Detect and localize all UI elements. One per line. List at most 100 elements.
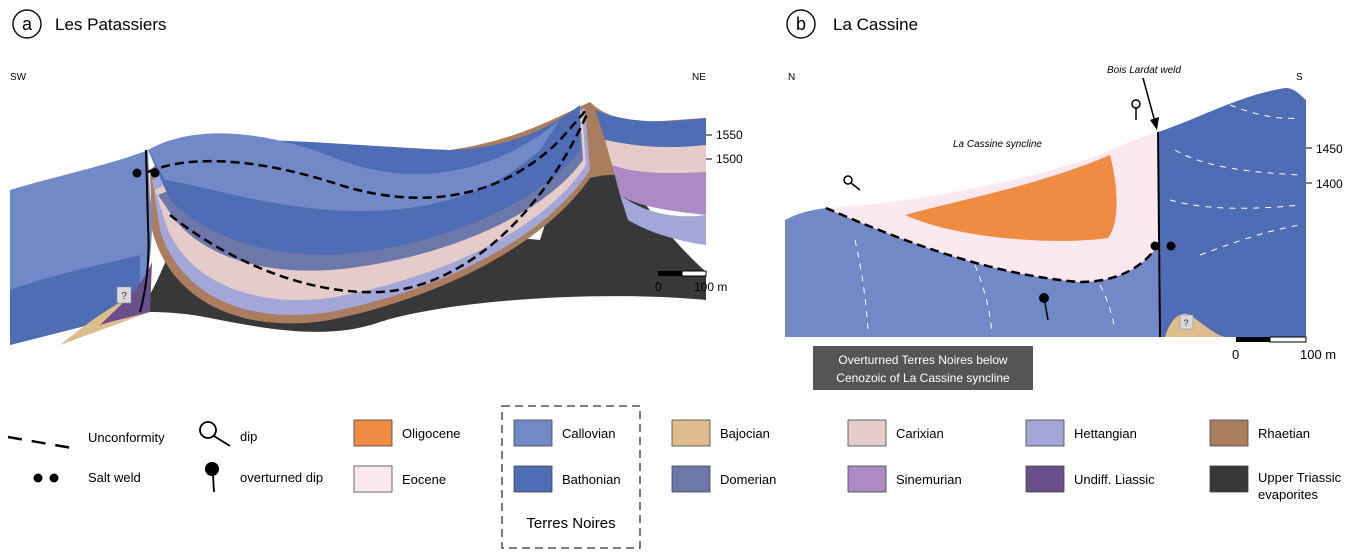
legend-item-rhaetian: Rhaetian — [1209, 419, 1310, 447]
panel-b-dir-right: S — [1296, 72, 1303, 83]
bois-lardat-weld-line — [1157, 131, 1161, 338]
panel-b-letter: b — [796, 14, 806, 34]
salt-weld-dot — [1166, 241, 1176, 251]
salt-weld-dot — [49, 473, 59, 483]
bedding-traces — [854, 104, 1301, 336]
callout-box — [813, 346, 1033, 390]
bathonian-sw-block — [10, 255, 140, 345]
panel-b-scale-zero: 0 — [1232, 347, 1239, 362]
panel-a: a Les Patassiers SW NE ? 1550 — [10, 9, 743, 345]
swatch — [671, 465, 711, 493]
dip-icon — [199, 421, 231, 447]
legend-label: evaporites — [1258, 487, 1318, 502]
legend-dip: dip — [240, 429, 257, 444]
unconformity-line-a — [147, 107, 589, 199]
weld-arrow-shaft — [1142, 77, 1156, 123]
unconformity-line-a-lower — [169, 111, 590, 294]
weld-label: Bois Lardat weld — [1107, 65, 1181, 76]
overturned-dip-icon — [205, 462, 219, 493]
panel-a-question: ? — [121, 291, 127, 302]
legend-item-undiff-liassic: Undiff. Liassic — [1025, 465, 1155, 493]
question-box-a — [116, 286, 132, 304]
salt-weld-line-a — [139, 149, 150, 313]
callovian-body-b — [785, 208, 1160, 337]
panel-a-letter: a — [22, 14, 33, 34]
legend-item-hettangian: Hettangian — [1025, 419, 1137, 447]
syncline-label: La Cassine syncline — [953, 139, 1042, 150]
bathonian-ne — [595, 110, 706, 148]
panel-a-scale-len: 100 m — [694, 280, 727, 294]
panel-a-badge — [12, 9, 42, 39]
unconformity-line-b — [825, 206, 1160, 284]
salt-weld-dot — [150, 168, 160, 178]
swatch — [513, 465, 553, 493]
sinemurian-ne — [612, 165, 706, 215]
bathonian-body-b — [1158, 88, 1306, 337]
panel-a-dir-left: SW — [10, 72, 27, 83]
legend-unconformity: Unconformity — [88, 430, 165, 445]
scale-bar-black — [658, 271, 682, 276]
legend: Unconformity Salt weld dip overturned di… — [7, 405, 1342, 549]
undiff-liassic-sw — [100, 262, 152, 325]
legend-label: Bajocian — [720, 426, 770, 441]
callovian-fold — [148, 120, 560, 212]
panel-a-elev-1: 1550 — [716, 128, 743, 142]
panel-b-badge — [786, 9, 816, 39]
scale-bar-white — [681, 270, 707, 277]
legend-label: Upper Triassic — [1258, 470, 1342, 485]
panel-b-elev-2: 1400 — [1316, 177, 1343, 191]
callout-line-2: Cenozoic of La Cassine syncline — [836, 371, 1010, 385]
legend-item-callovian: Callovian — [513, 419, 615, 447]
dip-icon — [1131, 99, 1141, 120]
hettangian-ne — [620, 195, 706, 245]
swatch — [1209, 419, 1249, 447]
panel-a-title: Les Patassiers — [55, 15, 167, 34]
legend-label: Domerian — [720, 472, 776, 487]
legend-item-sinemurian: Sinemurian — [847, 465, 962, 493]
question-box-b — [1179, 314, 1194, 330]
legend-label: Callovian — [562, 426, 615, 441]
panel-a-elev-2: 1500 — [716, 152, 743, 166]
legend-label: Eocene — [402, 472, 446, 487]
salt-weld-dot — [33, 473, 43, 483]
legend-item-domerian: Domerian — [671, 465, 776, 493]
swatch — [847, 419, 887, 447]
scale-bar-white — [1269, 336, 1307, 343]
carixian-ne — [605, 140, 706, 174]
callout-line-1: Overturned Terres Noires below — [838, 353, 1008, 367]
panel-b-question: ? — [1183, 318, 1188, 328]
legend-item-upper-triassic-evaporites: Upper Triassic evaporites — [1209, 465, 1342, 502]
swatch — [1025, 465, 1065, 493]
legend-label: Rhaetian — [1258, 426, 1310, 441]
panel-b-dir-left: N — [788, 72, 795, 83]
swatch — [1025, 419, 1065, 447]
legend-label: Sinemurian — [896, 472, 962, 487]
oligocene-body — [905, 155, 1117, 241]
legend-label: Carixian — [896, 426, 944, 441]
swatch — [1209, 465, 1249, 493]
unconformity-swatch — [7, 435, 79, 451]
weld-arrow-head — [1150, 117, 1159, 130]
scale-bar-black — [1236, 337, 1270, 342]
legend-label: Oligocene — [402, 426, 461, 441]
legend-item-eocene: Eocene — [353, 465, 446, 493]
legend-item-bathonian: Bathonian — [513, 465, 621, 493]
legend-label: Bathonian — [562, 472, 621, 487]
salt-weld-dot — [132, 168, 142, 178]
panel-b-elev-1: 1450 — [1316, 142, 1343, 156]
terres-noires-group-box — [501, 405, 641, 549]
panel-b-title: La Cassine — [833, 15, 918, 34]
swatch — [513, 419, 553, 447]
overturned-dip-icon — [1039, 293, 1049, 321]
dip-icon — [843, 175, 861, 191]
legend-salt-weld: Salt weld — [88, 470, 141, 485]
swatch — [671, 419, 711, 447]
legend-item-oligocene: Oligocene — [353, 419, 461, 447]
swatch — [353, 419, 393, 447]
panel-a-dir-right: NE — [692, 72, 706, 83]
legend-label: Hettangian — [1074, 426, 1137, 441]
legend-label: Undiff. Liassic — [1074, 472, 1155, 487]
legend-overturned-dip: overturned dip — [240, 470, 323, 485]
panel-b: b La Cassine N S ? — [785, 9, 1343, 390]
